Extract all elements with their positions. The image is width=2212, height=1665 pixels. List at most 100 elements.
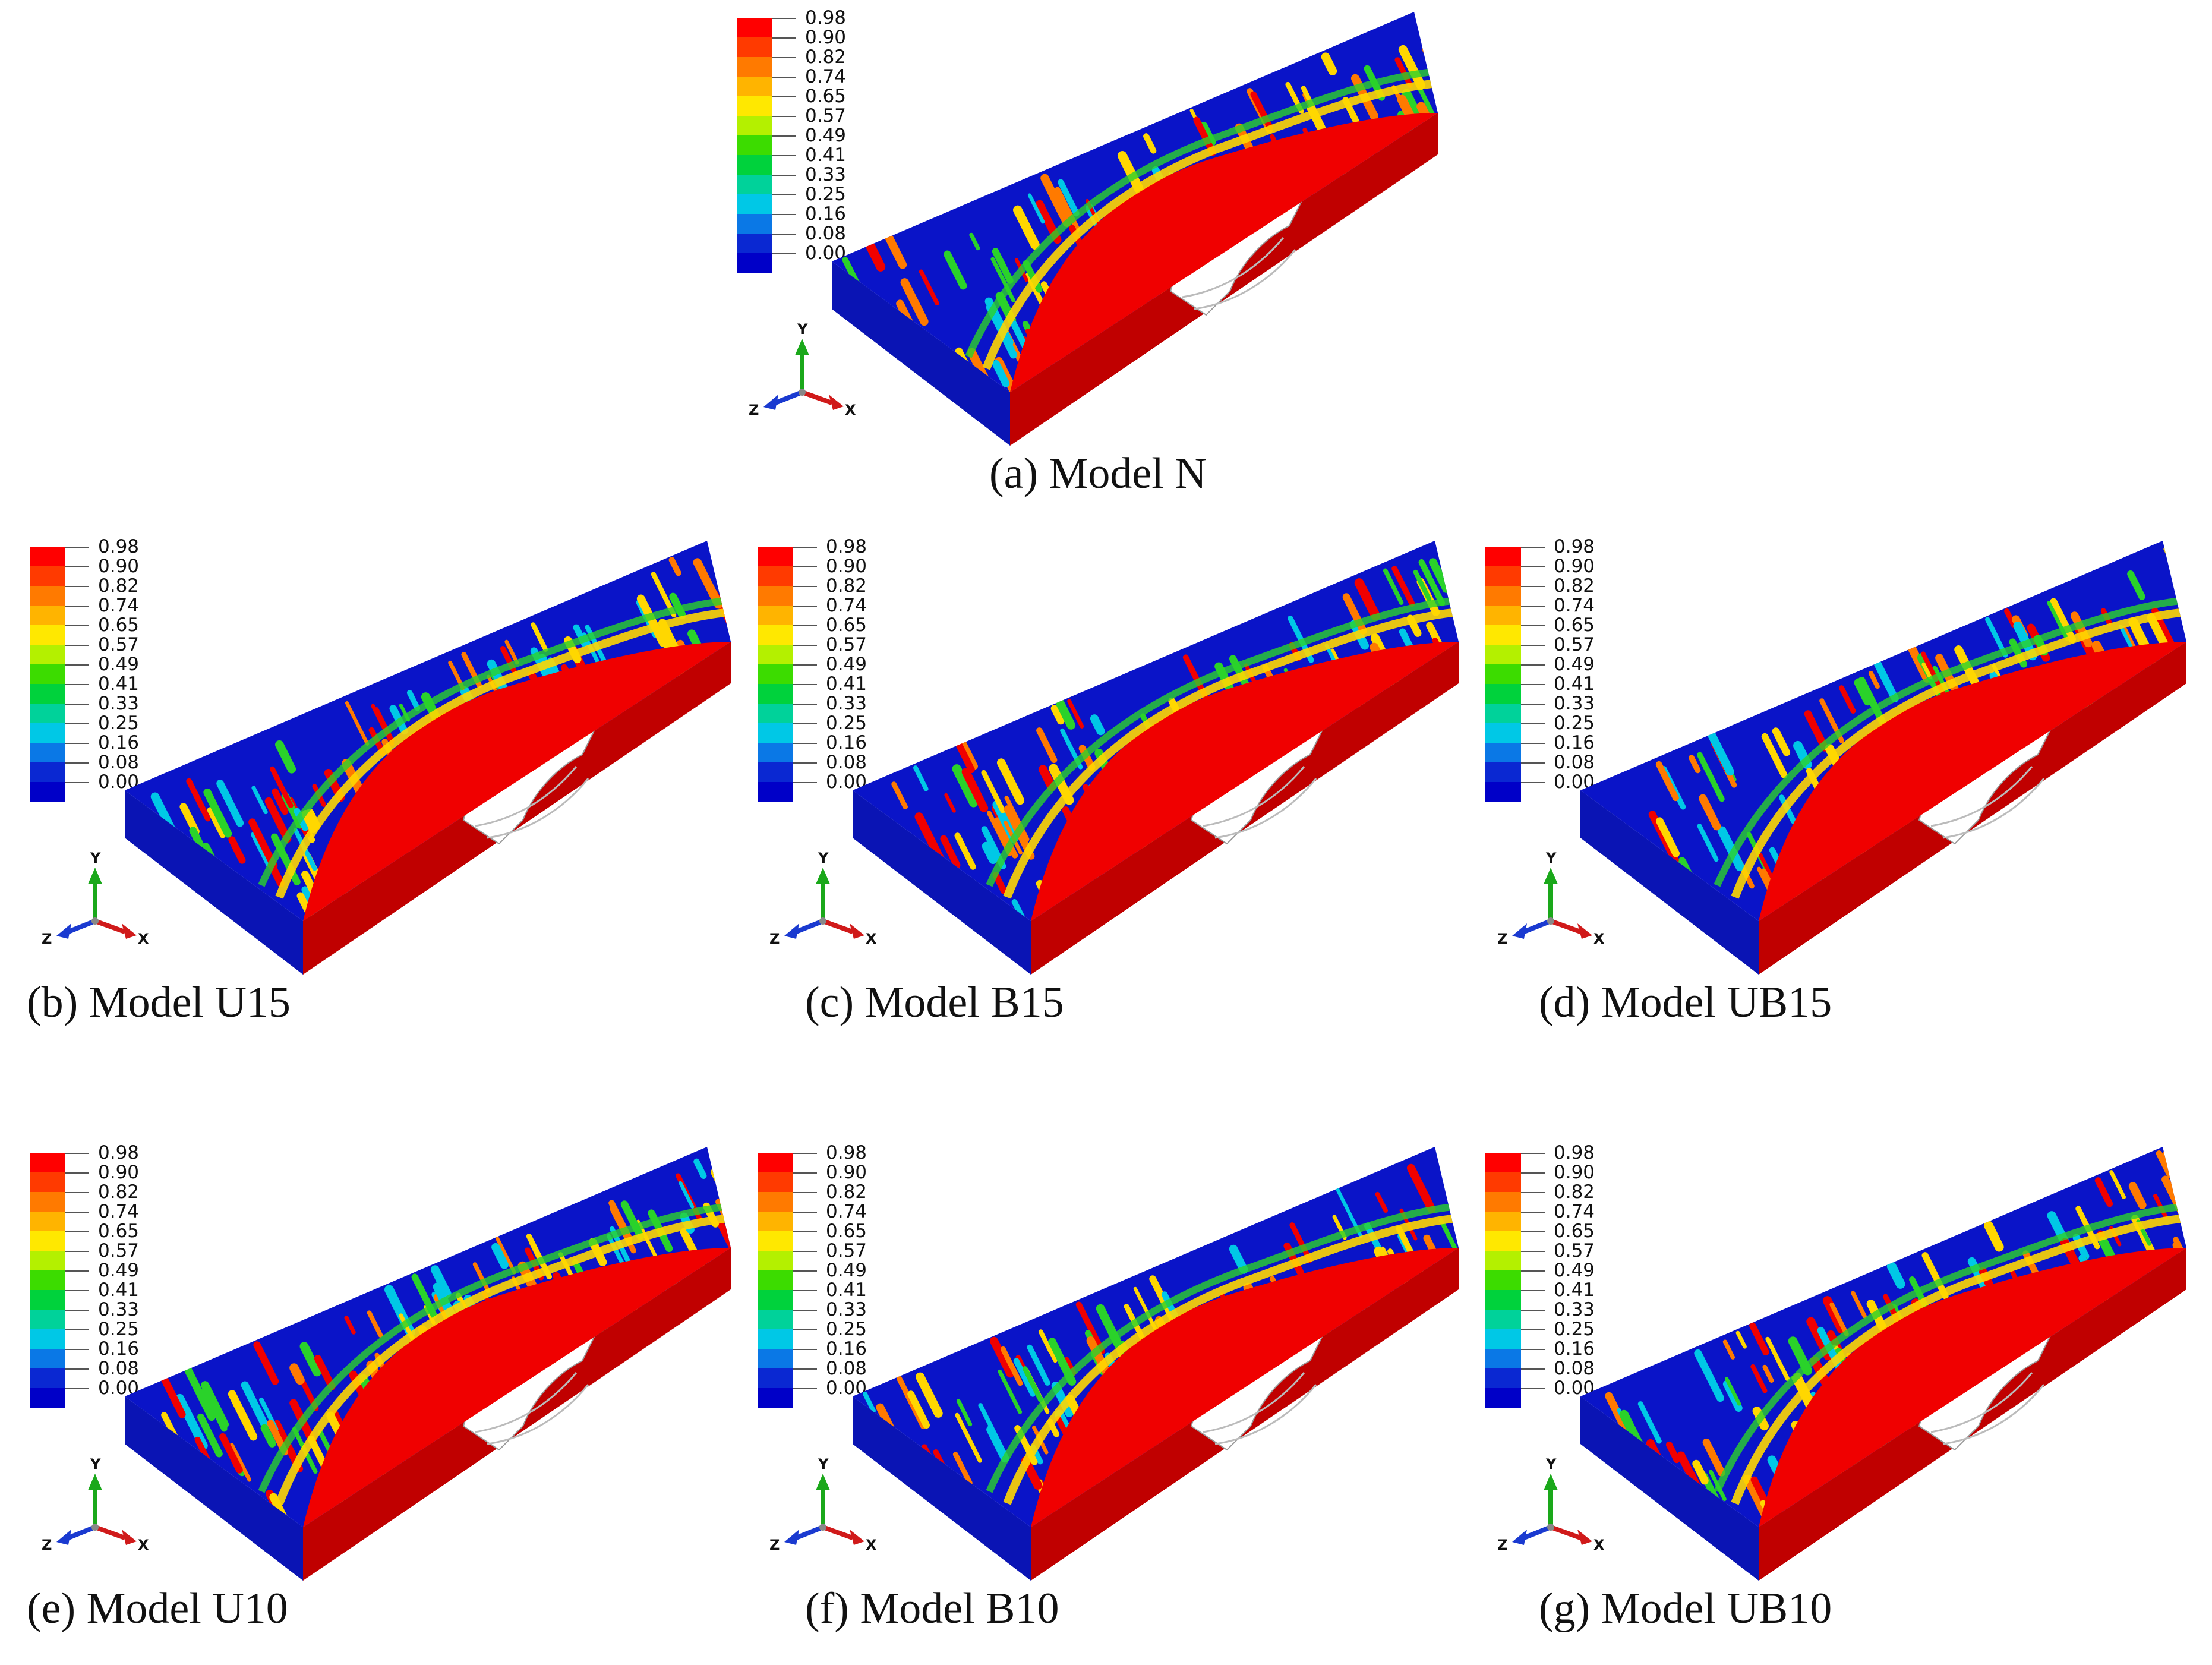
damage-streak xyxy=(992,872,1007,894)
legend-swatch xyxy=(1485,645,1521,664)
legend: 0.98 0.90 0.82 0.74 0.65 0.57 0.49 0.41 0.33 0.25… xyxy=(752,536,900,820)
legend-swatch xyxy=(30,1231,65,1251)
legend-tick xyxy=(793,1329,817,1330)
damage-streak xyxy=(1385,201,1406,239)
legend-swatch xyxy=(1485,1388,1521,1408)
damage-streak xyxy=(994,817,1018,859)
z-axis-arrow xyxy=(795,1525,824,1540)
damage-streak xyxy=(1438,1218,1458,1251)
damage-streak xyxy=(960,741,978,770)
panel-model-u10: 0.98 0.90 0.82 0.74 0.65 0.57 0.49 0.41 0.33 0.25… xyxy=(24,1144,731,1598)
damage-streak xyxy=(693,1158,707,1180)
legend-tick xyxy=(65,1329,89,1330)
legend-value-label: 0.74 xyxy=(826,595,867,616)
triad-axis-label: X xyxy=(138,1537,149,1553)
legend-tick xyxy=(793,1388,817,1389)
damage-streak xyxy=(724,585,731,622)
damage-streak xyxy=(1143,133,1157,154)
legend-swatch xyxy=(30,606,65,625)
damage-streak xyxy=(216,780,244,827)
damage-streak xyxy=(900,278,929,326)
damage-streak xyxy=(1436,1149,1459,1189)
legend-tick xyxy=(65,586,89,587)
triad-axis-label: X xyxy=(866,931,877,947)
legend-value-label: 0.41 xyxy=(826,673,867,695)
damage-streak xyxy=(1418,559,1446,607)
triad-arrows xyxy=(1512,868,1592,939)
legend-tick xyxy=(1521,547,1545,548)
legend-swatch xyxy=(30,1192,65,1212)
legend-value-label: 0.16 xyxy=(1554,1338,1595,1360)
triad-origin xyxy=(1547,917,1554,925)
legend-swatch xyxy=(758,1349,793,1368)
damage-edge xyxy=(1731,1214,2186,1505)
legend-tick xyxy=(65,625,89,626)
legend-value-label: 0.33 xyxy=(1554,693,1595,714)
legend-swatch xyxy=(758,547,793,566)
legend-tick xyxy=(772,194,796,195)
damage-streak xyxy=(1725,1377,1741,1406)
legend-value-label: 0.57 xyxy=(1554,1240,1595,1262)
damage-streak xyxy=(1851,1291,1867,1319)
legend-swatch xyxy=(758,566,793,586)
damage-streak xyxy=(637,1342,660,1382)
triad-axis-label: Z xyxy=(749,402,759,418)
z-axis-arrow xyxy=(795,919,824,934)
damage-streak xyxy=(500,645,519,677)
damage-streak xyxy=(1431,1308,1459,1358)
damage-streak xyxy=(1454,1206,1459,1234)
damage-streak xyxy=(1036,727,1058,764)
damage-streak xyxy=(891,781,908,810)
legend-swatch xyxy=(737,155,772,175)
legend-tick xyxy=(772,155,796,156)
legend-value-label: 0.98 xyxy=(826,536,867,557)
damage-streak xyxy=(656,1339,671,1362)
slab-left-face xyxy=(1580,790,1759,975)
triad-arrows xyxy=(56,868,137,939)
triad-arrows xyxy=(1512,1474,1592,1545)
legend-tick xyxy=(793,1290,817,1291)
legend-swatch xyxy=(30,1310,65,1329)
slab-left-face xyxy=(853,1396,1031,1581)
damage-streak xyxy=(1391,566,1415,607)
legend-swatch xyxy=(758,1368,793,1388)
damage-streak xyxy=(1692,1459,1709,1485)
legend-tick xyxy=(65,1368,89,1370)
damage-streak xyxy=(969,232,980,251)
legend-tick xyxy=(65,1172,89,1174)
damage-streak xyxy=(940,835,961,869)
panel-caption: (b) Model U15 xyxy=(27,978,291,1027)
legend-swatch xyxy=(737,135,772,155)
legend-tick xyxy=(1521,586,1545,587)
legend-swatch xyxy=(30,1270,65,1290)
legend-swatch xyxy=(737,214,772,234)
damage-streak xyxy=(1013,1358,1036,1397)
damage-streak xyxy=(1055,698,1076,730)
x-axis-arrow xyxy=(94,1525,126,1540)
x-arrow-head xyxy=(122,923,137,939)
legend-tick xyxy=(65,1192,89,1193)
triad-axis-label: Y xyxy=(1546,1456,1557,1472)
damage-streak xyxy=(1398,45,1425,90)
legend: 0.98 0.90 0.82 0.74 0.65 0.57 0.49 0.41 0.33 0.25… xyxy=(24,538,172,820)
legend-swatch xyxy=(758,1153,793,1172)
damage-streak xyxy=(695,1313,712,1338)
damage-streak xyxy=(620,1200,645,1240)
legend-value-label: 0.08 xyxy=(805,223,847,244)
damage-streak xyxy=(1027,193,1045,224)
legend-swatch xyxy=(1485,547,1521,566)
damage-streak xyxy=(1722,1339,1735,1360)
panel-model-b15: 0.98 0.90 0.82 0.74 0.65 0.57 0.49 0.41 0.33 0.25… xyxy=(752,536,1459,992)
reinforcement-bar xyxy=(487,778,589,839)
damage-streak xyxy=(345,701,370,746)
legend-tick xyxy=(772,135,796,137)
legend-tick xyxy=(1521,684,1545,685)
legend-swatch xyxy=(1485,704,1521,723)
reinforcement-bar xyxy=(1203,1372,1305,1433)
damage-streak xyxy=(1702,1438,1725,1477)
z-arrow-head xyxy=(784,923,799,939)
legend-swatch xyxy=(1485,782,1521,802)
legend-swatch xyxy=(30,625,65,645)
damage-streak xyxy=(1380,744,1402,780)
legend-value-label: 0.57 xyxy=(805,105,847,127)
